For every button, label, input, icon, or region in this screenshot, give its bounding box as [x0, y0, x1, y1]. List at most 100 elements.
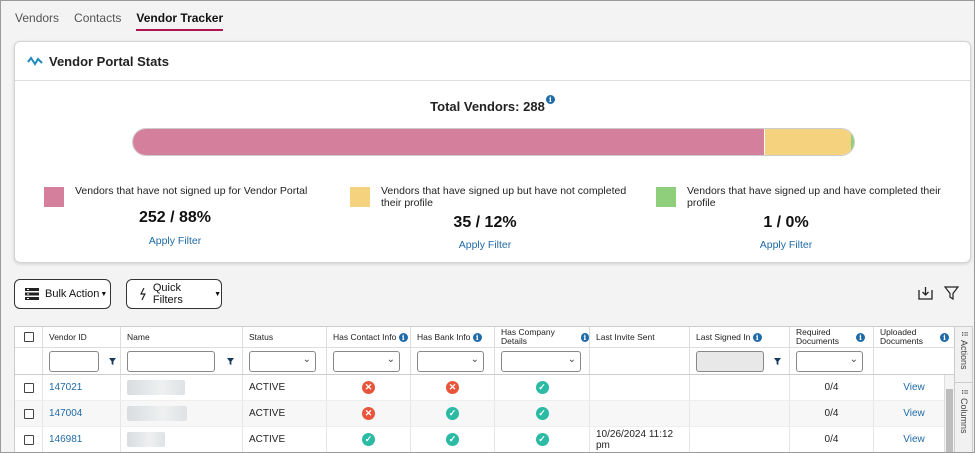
info-icon[interactable]: i — [752, 332, 762, 342]
company-check-icon: ✓ — [535, 381, 549, 394]
table-cell: ✓ — [495, 375, 590, 400]
filter-funnel-icon[interactable] — [227, 358, 234, 365]
info-icon[interactable]: i — [856, 332, 865, 342]
contact-check-icon: ✓ — [362, 433, 375, 446]
company-filter-select[interactable] — [501, 350, 581, 372]
table-row[interactable]: 147004 ACTIVE ✕ ✓ ✓ 0/4 View — [15, 401, 955, 427]
filter-cell-bank — [411, 348, 495, 374]
tab-vendors[interactable]: Vendors — [15, 11, 60, 25]
header-label: Has Company Details — [501, 327, 555, 346]
table-cell: 147021 — [43, 375, 121, 400]
card-title: Vendor Portal Stats — [49, 53, 169, 69]
view-documents-link[interactable]: View — [903, 408, 925, 419]
vendor-id-link[interactable]: 146981 — [49, 434, 83, 445]
grid-dots-icon: ⠿ — [959, 389, 969, 395]
row-checkbox[interactable] — [23, 434, 34, 445]
side-tab-columns[interactable]: ⠿ Columns — [955, 385, 972, 445]
name-filter-input[interactable] — [127, 350, 215, 372]
table-cell: ✓ — [411, 427, 495, 452]
download-icon[interactable] — [918, 286, 933, 301]
vendor-grid: Vendor ID Name Status Has Contact Info i… — [14, 326, 973, 452]
legend-text: Vendors that have signed up but have not… — [381, 185, 627, 209]
view-documents-link[interactable]: View — [903, 382, 925, 393]
header-label: Has Contact Info — [333, 331, 397, 342]
table-cell — [690, 375, 790, 400]
top-tabs: Vendors Contacts Vendor Tracker — [15, 11, 238, 31]
filter-funnel-icon[interactable] — [774, 358, 781, 365]
contact-x-icon: ✕ — [362, 381, 375, 394]
status-filter-select[interactable] — [249, 350, 316, 372]
table-cell — [15, 427, 43, 452]
vendor-id-link[interactable]: 147004 — [49, 408, 83, 419]
header-required-documents[interactable]: Required Documents i — [790, 327, 874, 347]
info-icon[interactable]: i — [545, 95, 555, 104]
grid-scrollbar[interactable] — [944, 375, 954, 452]
table-cell: ✓ — [495, 427, 590, 452]
tab-contacts[interactable]: Contacts — [74, 11, 122, 25]
header-last-invite-sent[interactable]: Last Invite Sent — [590, 327, 690, 347]
table-cell: 0/4 — [790, 401, 874, 426]
quick-filters-button[interactable]: Quick Filters ▼ — [126, 279, 222, 309]
table-cell: 146981 — [43, 427, 121, 452]
bank-filter-select[interactable] — [417, 350, 484, 372]
bank-x-icon: ✕ — [446, 381, 459, 394]
header-last-signed-in[interactable]: Last Signed In i — [690, 327, 790, 347]
info-icon[interactable]: i — [580, 332, 589, 342]
contact-filter-select[interactable] — [333, 350, 400, 372]
row-checkbox[interactable] — [23, 382, 34, 393]
header-has-bank-info[interactable]: Has Bank Info i — [411, 327, 495, 347]
filter-funnel-icon[interactable] — [109, 358, 116, 365]
side-tab-actions[interactable]: ⠿ Actions — [955, 327, 972, 383]
legend-swatch-complete — [656, 187, 676, 207]
header-name[interactable]: Name — [121, 327, 243, 347]
table-cell: 10/26/2024 11:12 pm — [590, 427, 690, 452]
vendor-name-redacted — [127, 406, 187, 421]
header-has-company-details[interactable]: Has Company Details i — [495, 327, 590, 347]
quick-filters-label: Quick Filters — [152, 282, 183, 306]
scrollbar-thumb[interactable] — [946, 389, 953, 452]
header-uploaded-documents[interactable]: Uploaded Documents i — [874, 327, 955, 347]
legend-swatch-incomplete — [350, 187, 370, 207]
vendor-status-bar — [132, 128, 855, 156]
tab-vendor-tracker[interactable]: Vendor Tracker — [136, 11, 224, 31]
legend-value: 35 / 12% — [453, 214, 517, 231]
info-icon[interactable]: i — [472, 332, 482, 342]
status-text: ACTIVE — [249, 434, 286, 445]
select-all-checkbox[interactable] — [23, 332, 34, 342]
filter-cell-empty — [15, 348, 43, 374]
total-vendors: Total Vendors: 288 i — [15, 95, 970, 114]
required-docs-text: 0/4 — [824, 434, 839, 445]
info-icon[interactable]: i — [398, 332, 408, 342]
last-invite-text: 10/26/2024 11:12 pm — [596, 428, 674, 451]
header-vendor-id[interactable]: Vendor ID — [43, 327, 121, 347]
view-documents-link[interactable]: View — [903, 434, 925, 445]
bolt-icon — [140, 288, 146, 300]
table-row[interactable]: 146981 ACTIVE ✓ ✓ ✓ 10/26/2024 11:12 pm 0/4 Vie… — [15, 427, 955, 452]
apply-filter-link[interactable]: Apply Filter — [148, 235, 202, 247]
header-label: Uploaded Documents — [880, 327, 923, 346]
contact-x-icon: ✕ — [362, 407, 375, 420]
required-docs-text: 0/4 — [824, 382, 839, 393]
table-cell — [15, 375, 43, 400]
legend-value: 252 / 88% — [138, 209, 212, 226]
apply-filter-link[interactable]: Apply Filter — [458, 239, 512, 251]
legend-swatch-not-signed — [44, 187, 64, 207]
header-status[interactable]: Status — [243, 327, 327, 347]
grid-header-row: Vendor ID Name Status Has Contact Info i… — [15, 327, 972, 348]
header-label: Has Bank Info — [417, 331, 471, 342]
info-icon[interactable]: i — [940, 332, 949, 342]
apply-filter-link[interactable]: Apply Filter — [759, 239, 813, 251]
vendor-id-link[interactable]: 147021 — [49, 382, 83, 393]
filter-cell-vendor-id — [43, 348, 121, 374]
vendor-name-redacted — [127, 432, 165, 447]
required-docs-filter-select[interactable] — [796, 350, 863, 372]
table-row[interactable]: 147021 ACTIVE ✕ ✕ ✓ 0/4 View — [15, 375, 955, 401]
table-cell: View — [874, 427, 955, 452]
caret-down-icon: ▼ — [214, 290, 221, 298]
last-signed-in-filter-input[interactable] — [696, 350, 764, 372]
bulk-action-button[interactable]: Bulk Action ▼ — [14, 279, 111, 309]
header-has-contact-info[interactable]: Has Contact Info i — [327, 327, 411, 347]
row-checkbox[interactable] — [23, 408, 34, 419]
vendor-id-filter-input[interactable] — [49, 350, 99, 372]
filter-icon[interactable] — [944, 286, 959, 301]
